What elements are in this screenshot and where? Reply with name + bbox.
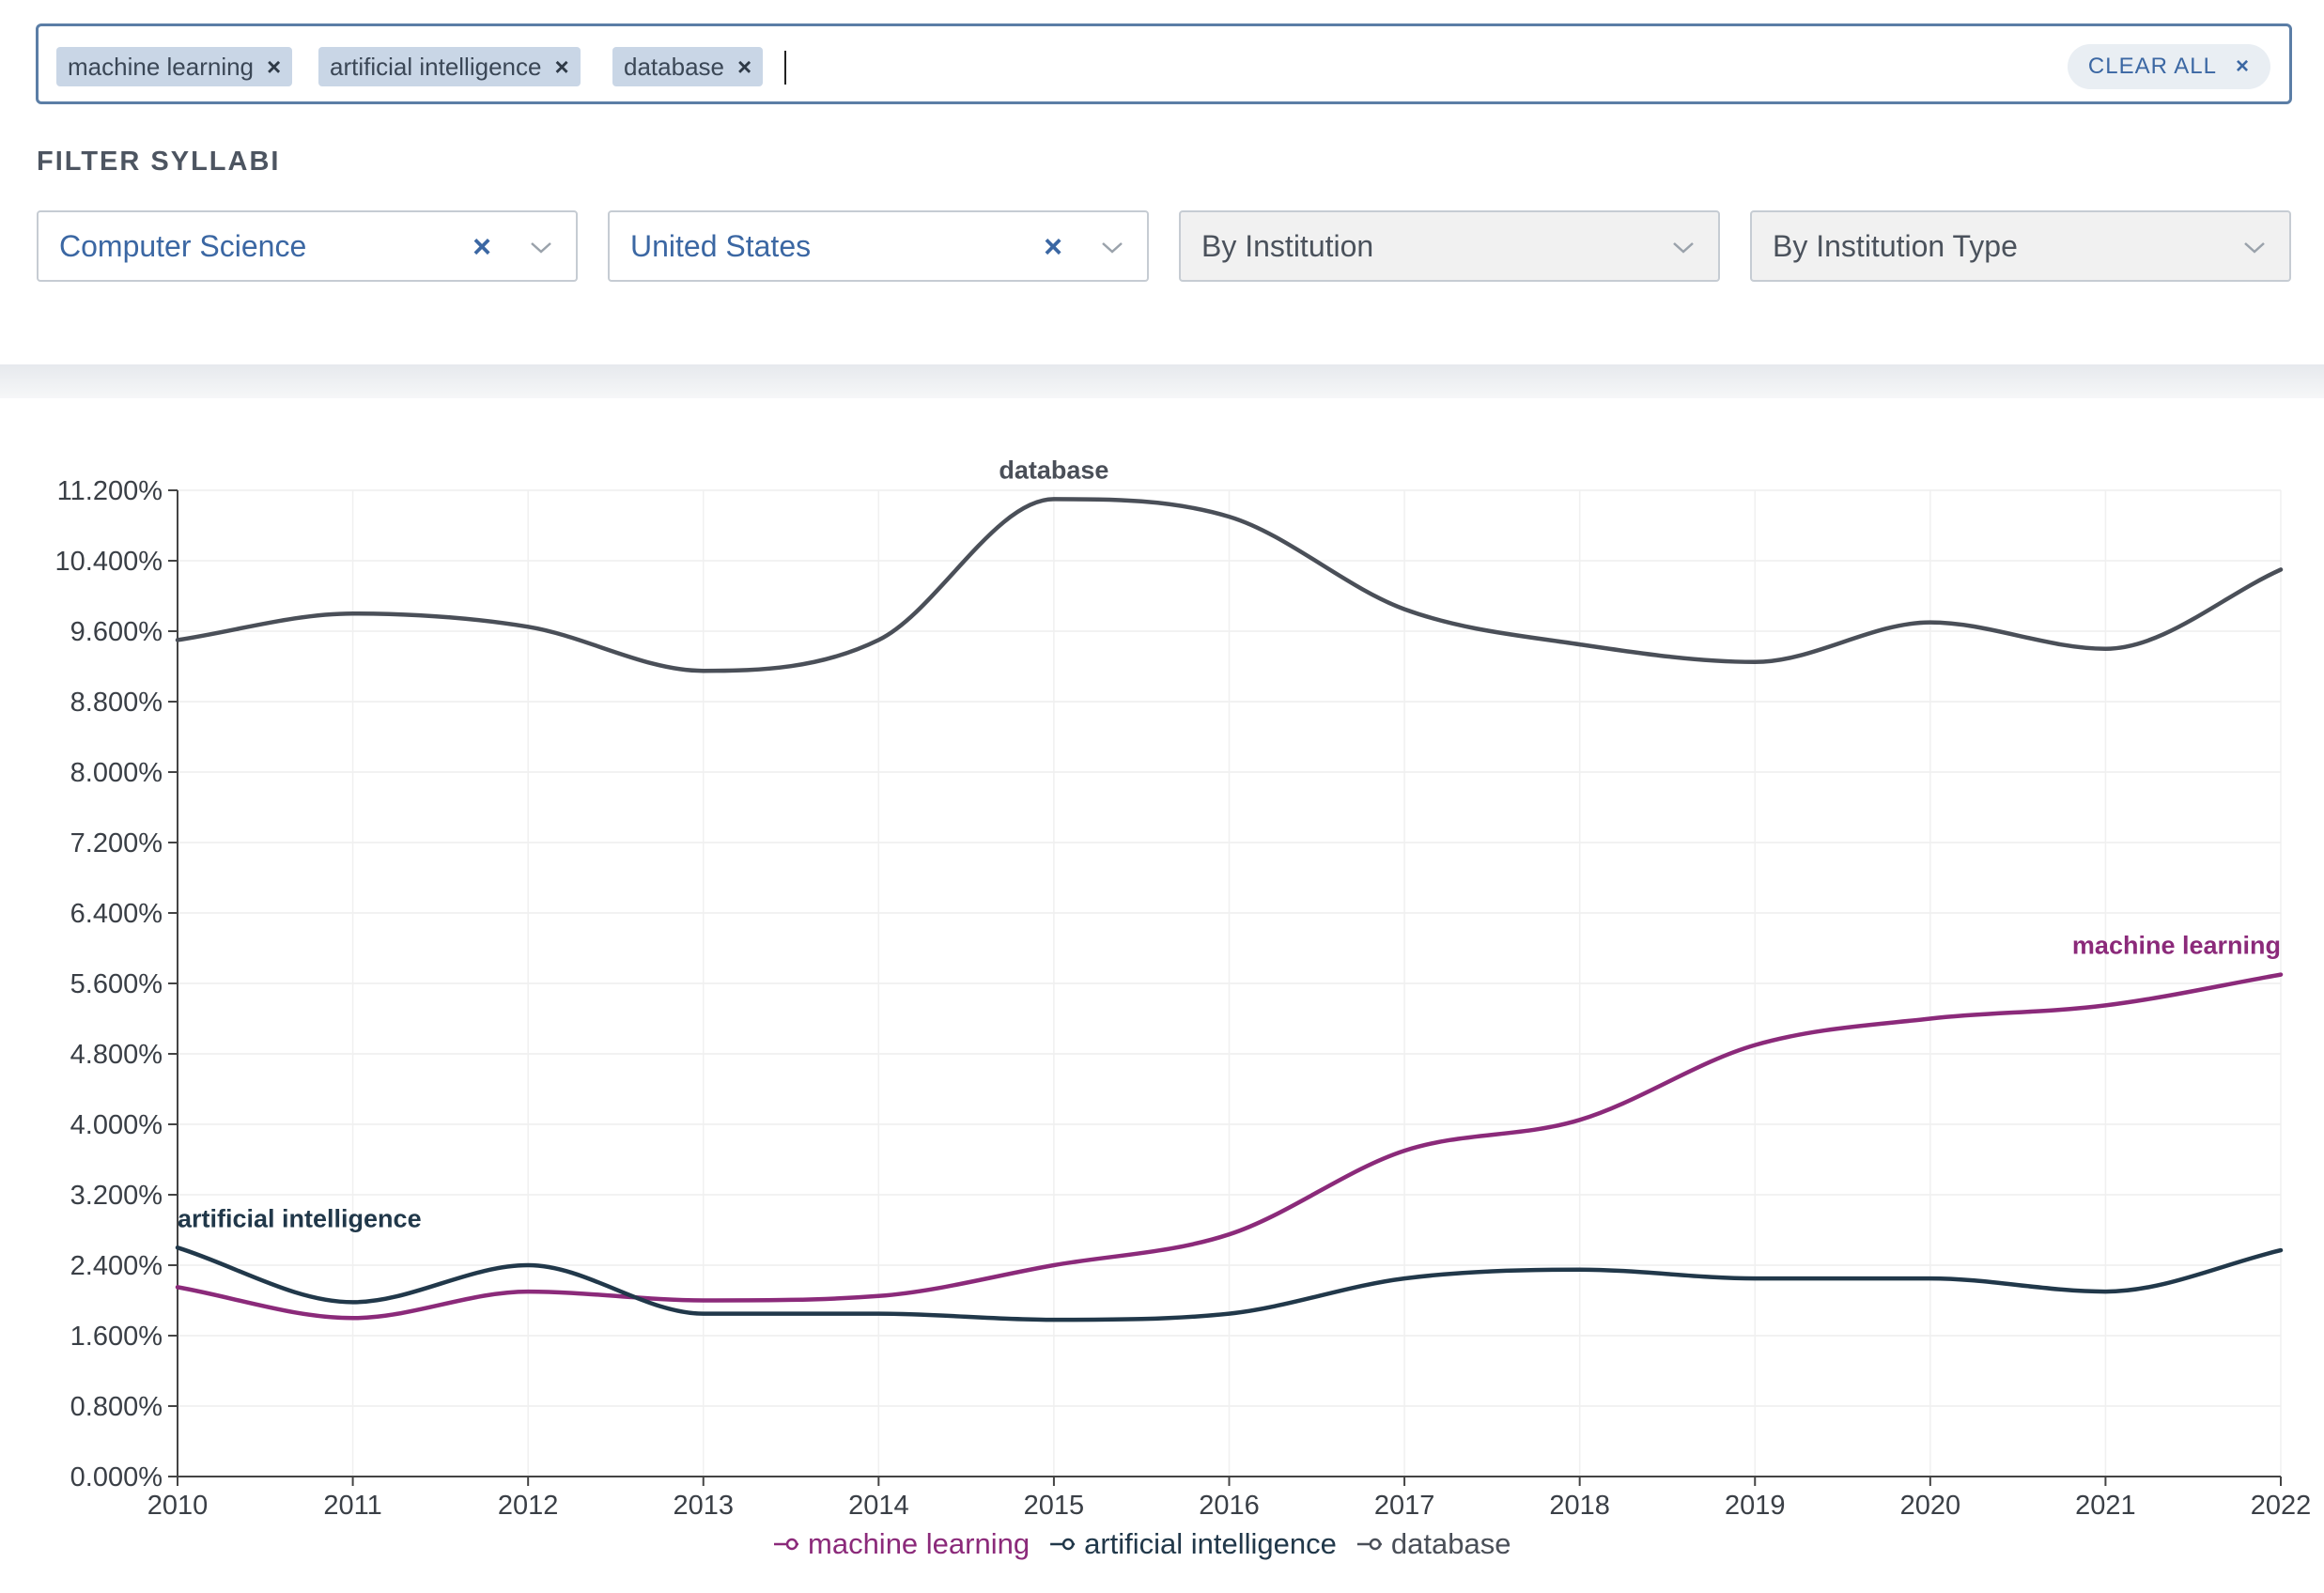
country-select-value: United States <box>630 228 812 263</box>
tag-label: database <box>624 52 724 81</box>
x-tick-label: 2022 <box>2251 1491 2312 1521</box>
x-tick-label: 2011 <box>323 1491 381 1521</box>
series-label-database: database <box>999 456 1108 484</box>
tag-machine-learning: machine learning × <box>56 47 293 86</box>
legend-circle-marker <box>785 1538 798 1551</box>
x-tick-label: 2018 <box>1549 1491 1610 1521</box>
legend-circle-marker <box>1061 1538 1075 1551</box>
legend-item-machine-learning[interactable]: machine learning <box>774 1527 1030 1560</box>
series-line-machine-learning <box>175 972 2284 1321</box>
legend-item-database[interactable]: database <box>1356 1527 1511 1560</box>
series-line-artificial-intelligence <box>175 1245 2284 1322</box>
y-tick-label: 9.600% <box>70 617 163 647</box>
filter-syllabi-heading: FILTER SYLLABI <box>37 147 281 177</box>
institution-select[interactable]: By Institution <box>1179 210 1720 282</box>
tag-label: artificial intelligence <box>330 52 542 81</box>
y-tick-label: 11.200% <box>57 476 163 506</box>
legend-circle-marker <box>1369 1538 1382 1551</box>
chevron-down-icon[interactable] <box>529 235 553 259</box>
search-input[interactable]: machine learning × artificial intelligen… <box>36 23 2292 104</box>
series-line-database <box>175 497 2284 673</box>
field-select[interactable]: Computer Science × <box>37 210 578 282</box>
x-tick-label: 2013 <box>673 1491 734 1521</box>
y-tick-label: 8.000% <box>70 758 163 788</box>
x-tick-label: 2016 <box>1199 1491 1260 1521</box>
chevron-down-icon[interactable] <box>2242 235 2267 259</box>
line-chart: 0.000% 0.800% 1.600% 2.400% 3.200% 4.000% 4.80… <box>55 456 2312 1560</box>
section-divider <box>0 364 2324 398</box>
y-tick-label: 7.200% <box>70 828 163 858</box>
legend[interactable]: machine learning artificial intelligence d… <box>774 1527 1511 1560</box>
y-tick-label: 4.000% <box>70 1110 163 1140</box>
series-label-artificial-intelligence: artificial intelligence <box>178 1204 422 1232</box>
legend-item-artificial-intelligence[interactable]: artificial intelligence <box>1050 1527 1337 1560</box>
field-select-value: Computer Science <box>59 228 307 263</box>
x-tick-label: 2019 <box>1725 1491 1786 1521</box>
legend-label: machine learning <box>808 1527 1030 1560</box>
series-lines <box>175 497 2284 1322</box>
x-tick-label: 2015 <box>1024 1491 1085 1521</box>
institution-type-select-placeholder: By Institution Type <box>1773 228 2018 263</box>
institution-select-placeholder: By Institution <box>1201 228 1374 263</box>
x-tick-label: 2014 <box>848 1491 909 1521</box>
series-labels: machine learning artificial intelligence d… <box>178 456 2281 1232</box>
remove-tag-icon[interactable]: × <box>267 52 282 81</box>
y-tick-label: 8.800% <box>70 688 163 718</box>
grid <box>178 489 2282 1477</box>
clear-icon[interactable]: × <box>1044 229 1062 265</box>
legend-label: database <box>1391 1527 1511 1560</box>
y-tick-label: 5.600% <box>70 969 163 999</box>
close-icon: × <box>2235 54 2250 79</box>
chevron-down-icon[interactable] <box>1100 235 1124 259</box>
y-tick-label: 10.400% <box>55 547 163 577</box>
x-tick-label: 2010 <box>147 1491 209 1521</box>
x-tick-label: 2020 <box>1900 1491 1961 1521</box>
text-cursor <box>784 51 786 85</box>
institution-type-select[interactable]: By Institution Type <box>1750 210 2291 282</box>
x-tick-label: 2012 <box>498 1491 559 1521</box>
chevron-down-icon[interactable] <box>1671 235 1696 259</box>
clear-all-label: CLEAR ALL <box>2087 54 2217 79</box>
y-tick-label: 0.000% <box>70 1462 163 1492</box>
y-tick-label: 2.400% <box>70 1251 163 1281</box>
y-tick-label: 0.800% <box>70 1392 163 1422</box>
tag-database: database × <box>612 47 764 86</box>
tag-artificial-intelligence: artificial intelligence × <box>318 47 581 86</box>
tag-label: machine learning <box>68 52 255 81</box>
axes: 0.000% 0.800% 1.600% 2.400% 3.200% 4.000% 4.80… <box>55 476 2312 1521</box>
legend-label: artificial intelligence <box>1084 1527 1337 1560</box>
y-tick-label: 4.800% <box>70 1040 163 1070</box>
x-tick-label: 2017 <box>1374 1491 1435 1521</box>
clear-icon[interactable]: × <box>473 229 491 265</box>
series-label-machine-learning: machine learning <box>2072 932 2281 960</box>
remove-tag-icon[interactable]: × <box>736 52 752 81</box>
y-tick-label: 1.600% <box>70 1322 163 1352</box>
y-tick-label: 3.200% <box>70 1181 163 1211</box>
y-tick-label: 6.400% <box>70 899 163 929</box>
country-select[interactable]: United States × <box>608 210 1149 282</box>
x-tick-label: 2021 <box>2075 1491 2136 1521</box>
remove-tag-icon[interactable]: × <box>554 52 569 81</box>
clear-all-button[interactable]: CLEAR ALL × <box>2067 44 2270 89</box>
